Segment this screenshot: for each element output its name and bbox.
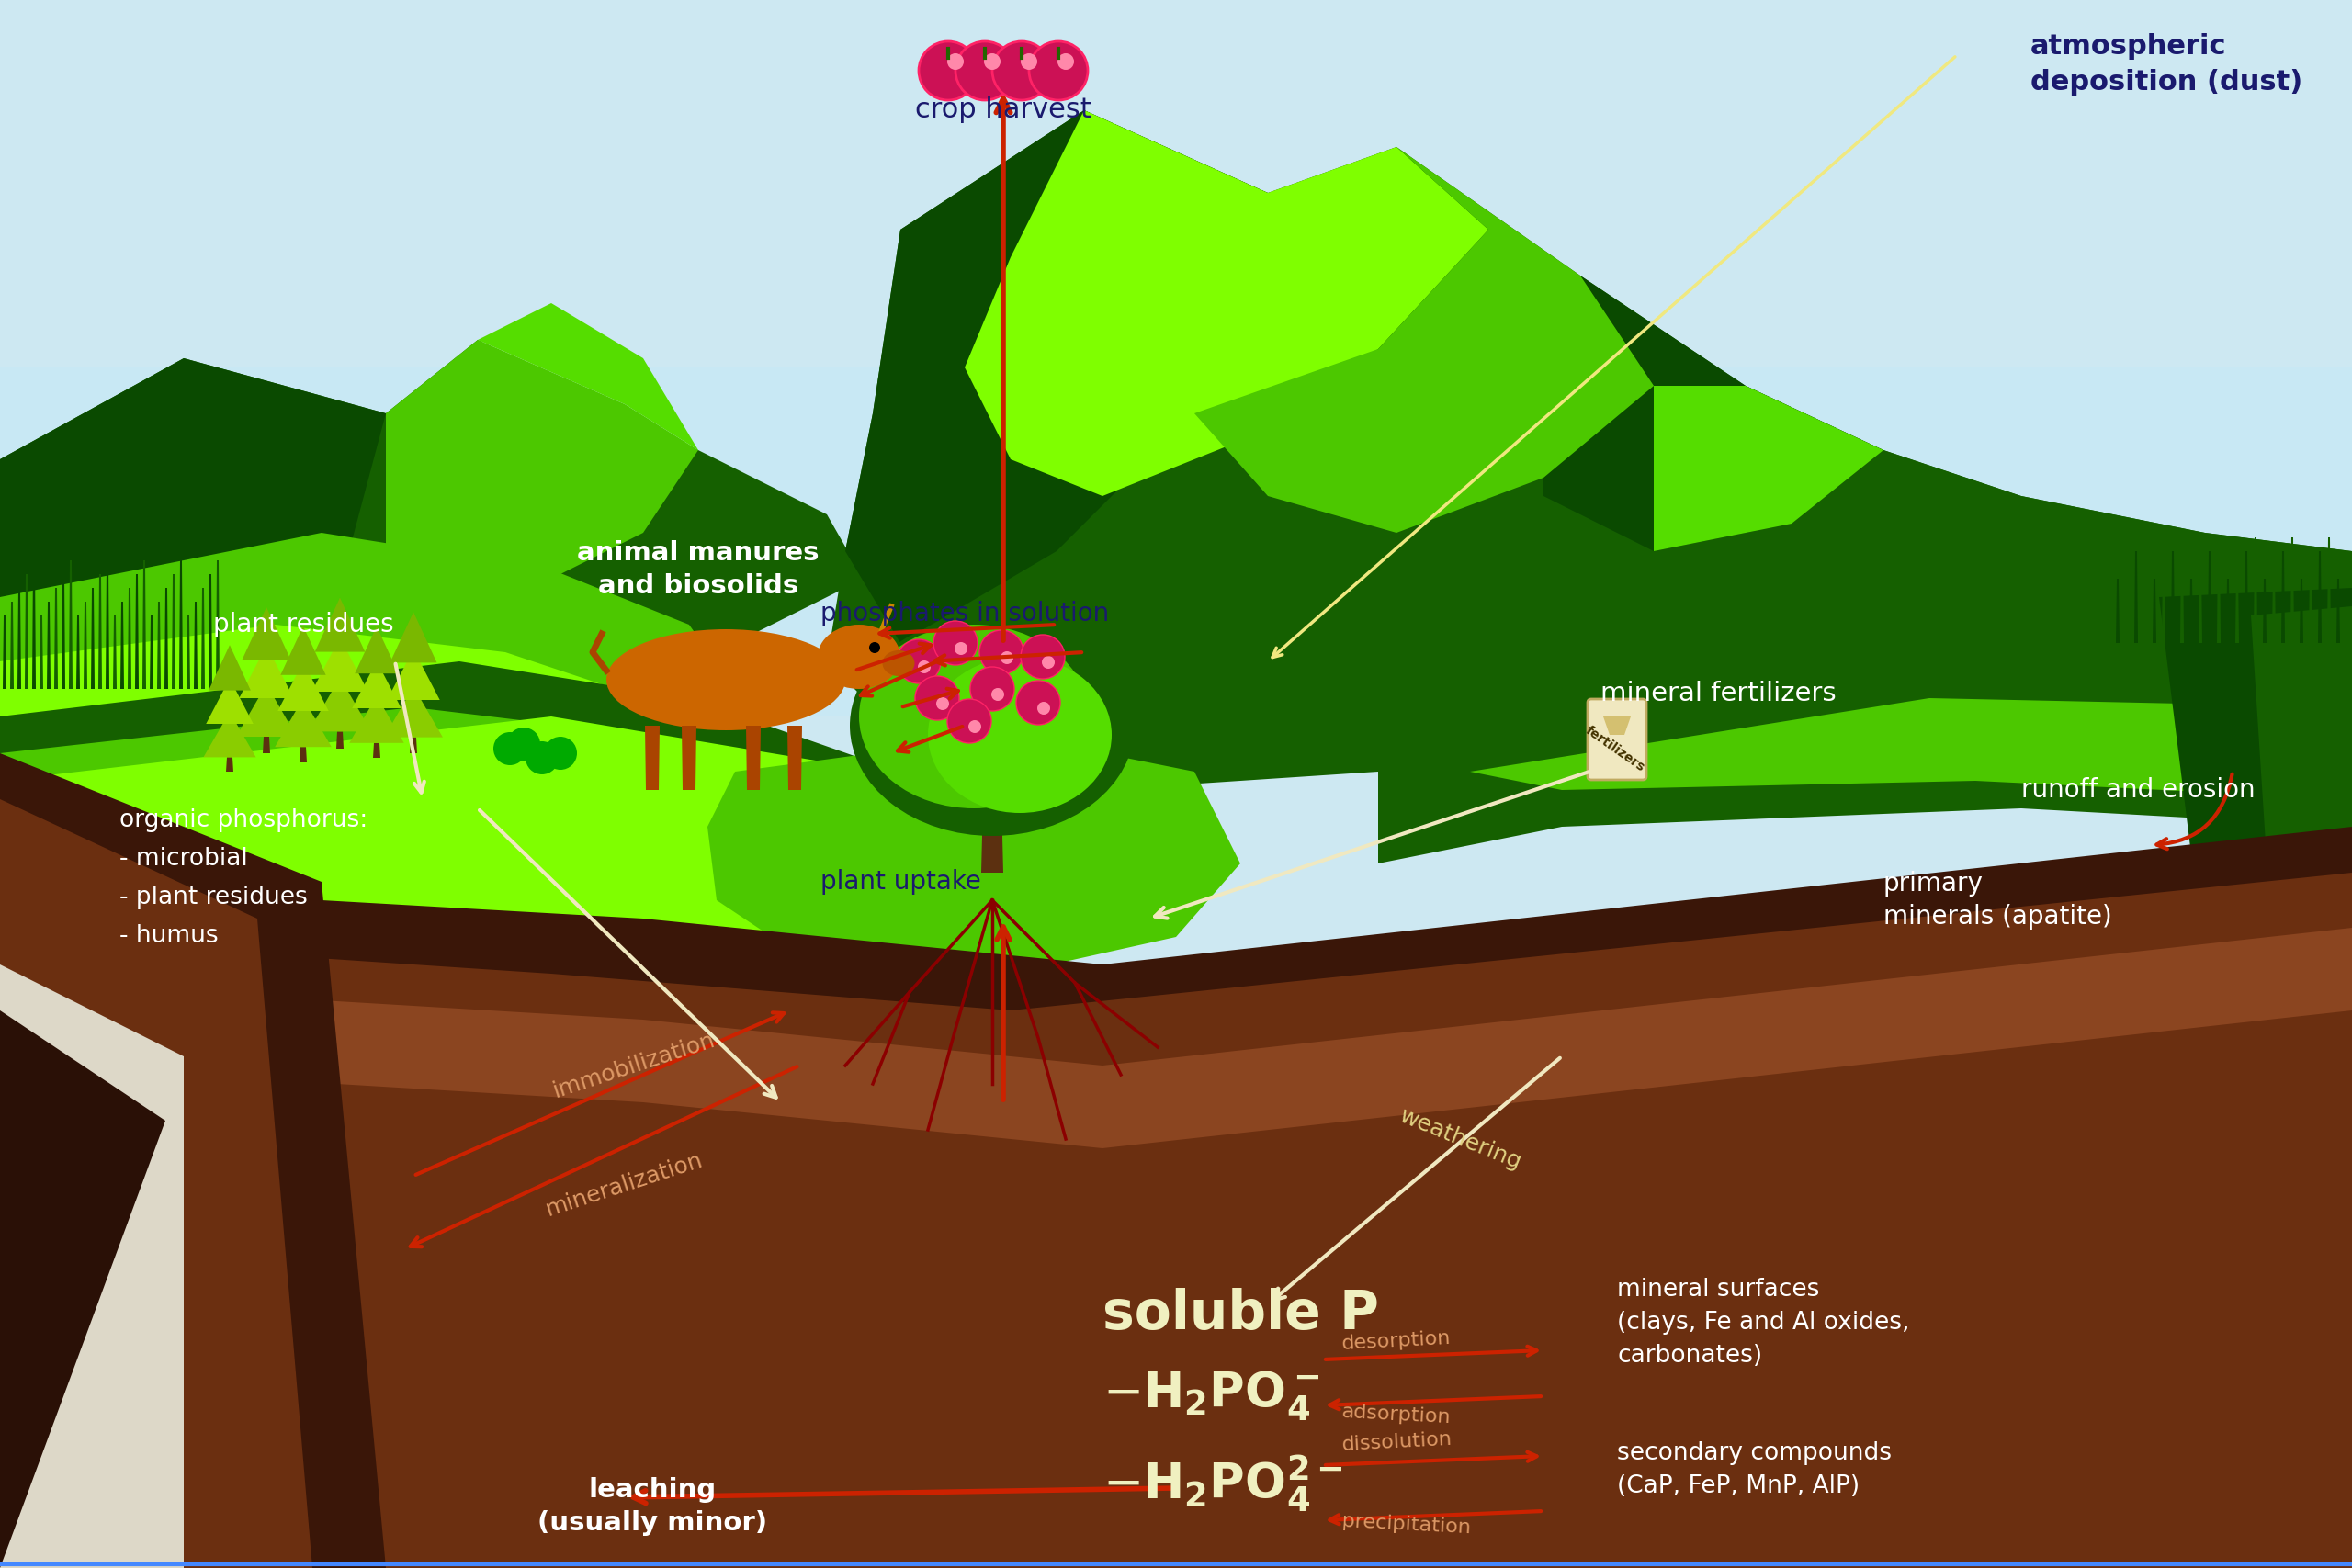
Circle shape [969, 720, 981, 732]
Polygon shape [1378, 662, 2352, 864]
Polygon shape [216, 560, 219, 688]
Polygon shape [2244, 550, 2249, 643]
Polygon shape [33, 560, 35, 688]
Circle shape [936, 698, 950, 710]
Polygon shape [2263, 579, 2267, 643]
Polygon shape [1653, 386, 1884, 550]
Polygon shape [2336, 579, 2340, 643]
Polygon shape [275, 698, 332, 746]
Polygon shape [350, 696, 405, 743]
Text: plant residues: plant residues [214, 612, 393, 638]
Ellipse shape [882, 651, 915, 676]
Text: crop harvest: crop harvest [915, 97, 1091, 124]
Polygon shape [2272, 564, 2277, 643]
Polygon shape [390, 612, 437, 663]
Text: atmospheric
deposition (dust): atmospheric deposition (dust) [2030, 33, 2303, 96]
Circle shape [915, 676, 960, 720]
Text: mineral surfaces
(clays, Fe and Al oxides,
carbonates): mineral surfaces (clays, Fe and Al oxide… [1618, 1278, 1910, 1367]
Polygon shape [263, 737, 270, 753]
Polygon shape [2326, 538, 2331, 643]
Polygon shape [844, 110, 1268, 643]
Polygon shape [355, 626, 397, 674]
Polygon shape [0, 358, 386, 671]
Circle shape [948, 699, 990, 743]
Polygon shape [172, 574, 176, 688]
Polygon shape [85, 602, 87, 688]
Text: phosphates in solution: phosphates in solution [821, 601, 1110, 627]
Polygon shape [788, 726, 802, 790]
Circle shape [955, 41, 1014, 100]
FancyBboxPatch shape [1588, 699, 1646, 779]
Polygon shape [1543, 276, 1884, 550]
Circle shape [917, 660, 931, 673]
Polygon shape [2300, 579, 2303, 643]
Ellipse shape [607, 629, 844, 731]
Polygon shape [299, 746, 306, 762]
Circle shape [1021, 53, 1037, 71]
Polygon shape [75, 616, 80, 688]
Polygon shape [2190, 579, 2192, 643]
Polygon shape [165, 588, 167, 688]
Ellipse shape [858, 624, 1089, 809]
Circle shape [934, 621, 978, 665]
Polygon shape [134, 574, 139, 688]
Polygon shape [2126, 564, 2129, 643]
Polygon shape [120, 602, 125, 688]
Polygon shape [1745, 450, 2352, 643]
Circle shape [524, 742, 560, 775]
Circle shape [948, 53, 964, 71]
Text: precipitation: precipitation [1341, 1512, 1472, 1537]
Ellipse shape [849, 616, 1134, 836]
Polygon shape [2159, 588, 2352, 1010]
Polygon shape [2209, 550, 2211, 643]
Circle shape [1042, 655, 1054, 668]
Text: organic phosphorus:
- microbial
- plant residues
- humus: organic phosphorus: - microbial - plant … [120, 809, 367, 949]
Polygon shape [313, 638, 369, 691]
Polygon shape [68, 560, 73, 688]
Polygon shape [0, 533, 734, 762]
Polygon shape [207, 679, 254, 724]
Polygon shape [1604, 717, 1630, 735]
Polygon shape [336, 732, 343, 748]
Polygon shape [1470, 698, 2352, 800]
Circle shape [993, 41, 1051, 100]
Text: fertilizers: fertilizers [1583, 723, 1646, 773]
Polygon shape [0, 753, 386, 1568]
Polygon shape [2251, 607, 2352, 919]
Polygon shape [158, 602, 160, 688]
Polygon shape [2225, 579, 2230, 643]
Text: runoff and erosion: runoff and erosion [2020, 778, 2256, 803]
Polygon shape [0, 662, 964, 938]
Polygon shape [374, 743, 381, 757]
Polygon shape [708, 735, 1240, 974]
Circle shape [1058, 53, 1075, 71]
Polygon shape [388, 649, 440, 699]
Polygon shape [26, 574, 28, 688]
Polygon shape [0, 340, 863, 698]
Text: leaching
(usually minor): leaching (usually minor) [536, 1477, 767, 1537]
Polygon shape [2133, 550, 2138, 643]
Polygon shape [2291, 538, 2293, 643]
Polygon shape [964, 110, 1489, 495]
Polygon shape [644, 726, 659, 790]
Text: desorption: desorption [1341, 1330, 1451, 1353]
Circle shape [1021, 635, 1065, 679]
Polygon shape [386, 340, 699, 588]
Polygon shape [40, 616, 42, 688]
Circle shape [1030, 41, 1087, 100]
Polygon shape [315, 597, 365, 652]
Polygon shape [477, 303, 699, 450]
Polygon shape [2117, 579, 2119, 643]
Polygon shape [186, 616, 191, 688]
Polygon shape [235, 684, 296, 737]
Polygon shape [47, 602, 49, 688]
Polygon shape [0, 873, 2352, 1568]
Polygon shape [2143, 538, 2147, 643]
Polygon shape [179, 560, 183, 688]
Circle shape [870, 641, 880, 654]
Polygon shape [0, 826, 2352, 1568]
Polygon shape [202, 712, 256, 757]
Polygon shape [99, 574, 101, 688]
Polygon shape [2171, 550, 2176, 643]
